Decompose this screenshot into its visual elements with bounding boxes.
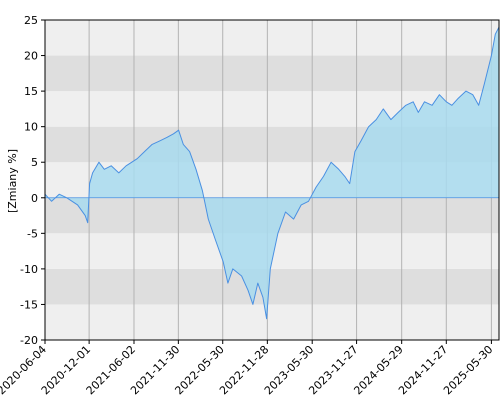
plot-frame	[44, 19, 500, 341]
y-tick-label: 5	[31, 156, 38, 169]
grid-band	[45, 304, 499, 340]
grid-band	[45, 55, 499, 92]
grid-band	[45, 268, 499, 305]
y-tick-label: 0	[31, 192, 38, 205]
y-tick-label: -20	[20, 334, 38, 347]
y-tick-label: 10	[24, 121, 38, 134]
y-tick-label: -5	[27, 227, 38, 240]
y-axis-label: [Zmiany %]	[6, 149, 19, 213]
y-axis-ticks: -20 -15 -10 -5 0 5 10 15 20 25	[20, 14, 45, 347]
y-tick-label: 25	[24, 14, 38, 27]
y-tick-label: -10	[20, 263, 38, 276]
series-line	[44, 26, 500, 320]
y-tick-label: -15	[20, 298, 38, 311]
x-axis-ticks: 2020-06-042020-12-012021-06-022021-11-30…	[0, 340, 496, 397]
grid-band	[45, 20, 499, 56]
y-tick-label: 20	[24, 50, 38, 63]
y-tick-label: 15	[24, 85, 38, 98]
